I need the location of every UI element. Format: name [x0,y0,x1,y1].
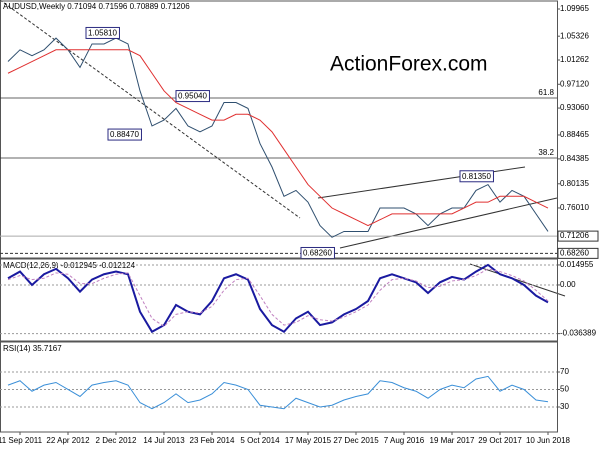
y-tick-label: 0.97120 [560,79,589,88]
x-tick-label: 19 Mar 2017 [430,436,475,445]
x-tick-label: 11 Sep 2011 [0,436,43,445]
annotation-box [175,90,210,103]
annotation-box [300,246,335,259]
x-tick-label: 10 Jun 2018 [526,436,571,445]
annotation-label: 0.81350 [462,172,491,181]
current-price-label: 0.71206 [560,231,589,240]
series-line [7,263,549,334]
y-tick-label: 30 [560,402,569,411]
watermark: ActionForex.com [330,53,488,76]
x-tick-label: 2 Dec 2012 [96,436,137,445]
annotation-box [107,128,142,141]
series-line [7,375,549,410]
annotation: 1.05810 [85,26,120,39]
trend-line [0,0,301,219]
rsi-title: RSI(14) 35.7167 [3,344,62,353]
x-tick-label: 14 Jul 2013 [143,436,185,445]
y-tick-label: 70 [560,367,569,376]
support-label: 0.68260 [560,248,589,257]
x-tick-label: 23 Feb 2014 [190,436,235,445]
annotation-label: 0.68260 [303,248,332,257]
fib-label: 61.8 [538,88,554,97]
macd-title: MACD(12,26,9) -0.012945 -0.012124 [3,261,136,270]
x-tick-label: 5 Oct 2014 [240,436,280,445]
annotation-box [85,26,120,39]
series-line [7,37,549,238]
annotation-box [459,170,494,183]
y-tick-label: 0.88465 [560,130,589,139]
x-tick-label: 27 Dec 2015 [333,436,379,445]
panel-border [0,0,558,259]
annotation: 0.95040 [175,90,210,103]
y-tick-label: 0.80135 [560,179,589,188]
y-tick-label: -0.036389 [560,329,597,338]
x-tick-label: 7 Aug 2016 [384,436,425,445]
x-tick-label: 22 Apr 2012 [46,436,90,445]
support-box [557,247,599,259]
fib-label: 38.2 [538,148,554,157]
series-line [7,49,549,227]
y-tick-label: 1.09965 [560,4,589,13]
current-price-box [557,230,599,242]
panel-border [0,341,558,433]
annotation-label: 0.88470 [110,130,139,139]
annotation-label: 0.95040 [178,92,207,101]
chart-title: AUDUSD,Weekly 0.71094 0.71596 0.70889 0.… [3,2,190,11]
y-tick-label: 0.014955 [560,260,594,269]
y-tick-label: 0.00 [560,280,576,289]
annotation-label: 1.05810 [88,28,117,37]
y-tick-label: 50 [560,385,569,394]
y-tick-label: 1.01262 [560,55,589,64]
annotation: 0.88470 [107,128,142,141]
y-tick-label: 0.93060 [560,103,589,112]
channel-line [339,197,558,249]
panel-border [0,258,558,342]
x-tick-label: 29 Oct 2017 [478,436,522,445]
series-line [7,268,549,328]
annotation: 0.68260 [300,246,335,259]
y-tick-label: 0.84385 [560,154,589,163]
annotation: 0.81350 [459,170,494,183]
y-tick-label: 0.76010 [560,203,589,212]
macd-trend-line [469,263,566,297]
x-tick-label: 17 May 2015 [285,436,332,445]
y-tick-label: 1.05326 [560,31,589,40]
